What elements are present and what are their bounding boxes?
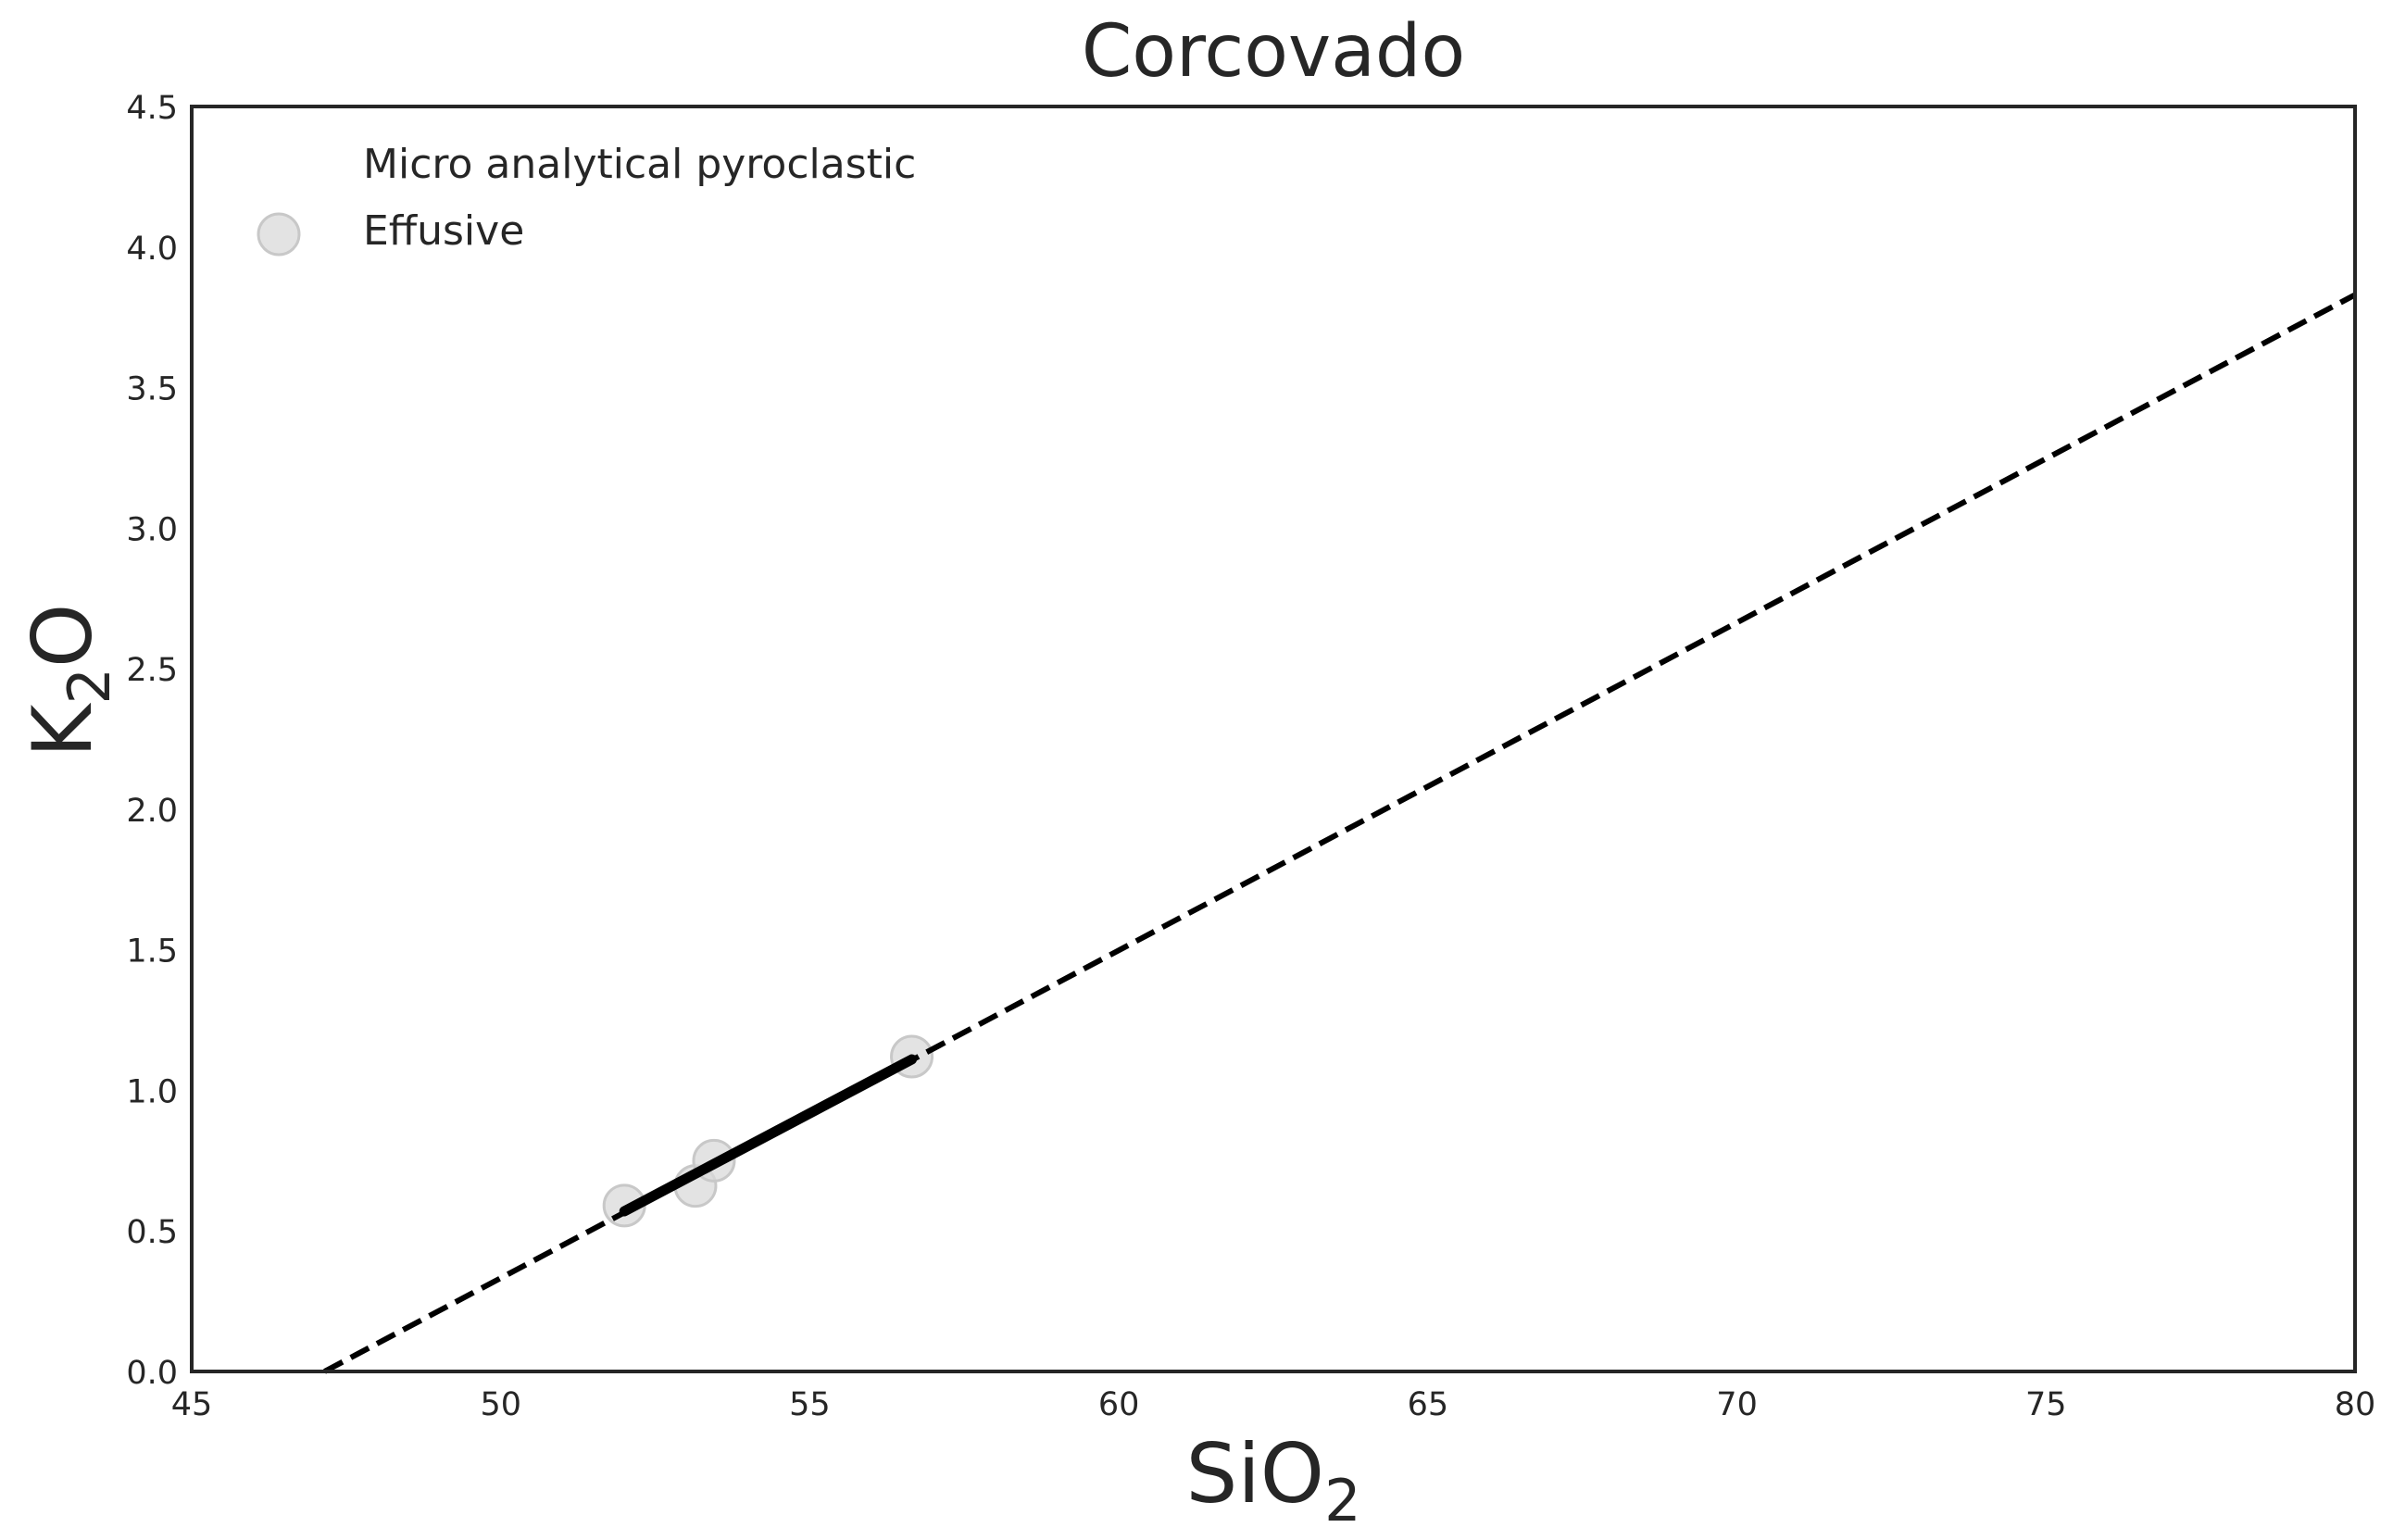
y-axis-label: K2O [15, 604, 123, 757]
y-tick-label: 0.0 [126, 1355, 178, 1392]
legend-marker-effusive [257, 212, 301, 257]
x-axis-label-main: SiO [1185, 1426, 1324, 1521]
y-tick-label: 2.5 [126, 652, 178, 689]
solid-fit-line [619, 1054, 918, 1217]
y-tick-label: 4.5 [126, 90, 178, 127]
x-tick-label: 60 [1098, 1386, 1140, 1423]
x-axis-label: SiO2 [1185, 1426, 1360, 1534]
legend: Micro analytical pyroclastic Effusive [257, 141, 916, 257]
y-tick-label: 1.0 [126, 1073, 178, 1110]
x-axis-label-subscript: 2 [1324, 1467, 1360, 1534]
y-axis-label-subscript: 2 [56, 668, 123, 704]
y-axis-ticks: 0.0 0.5 1.0 1.5 2.0 2.5 3.0 3.5 4.0 4.5 [126, 90, 178, 1392]
x-tick-label: 80 [2335, 1386, 2376, 1423]
y-axis-label-main: K [15, 702, 110, 757]
y-tick-label: 2.0 [126, 793, 178, 830]
y-tick-label: 4.0 [126, 231, 178, 268]
y-tick-label: 0.5 [126, 1214, 178, 1251]
x-tick-label: 70 [1716, 1386, 1758, 1423]
y-tick-label: 3.5 [126, 371, 178, 408]
x-tick-label: 75 [2025, 1386, 2067, 1423]
chart-title: Corcovado [1082, 10, 1465, 94]
plot-area [323, 292, 2357, 1374]
plot-frame [190, 105, 2357, 1373]
legend-label-effusive: Effusive [363, 207, 524, 255]
x-tick-label: 45 [171, 1386, 213, 1423]
y-tick-label: 1.5 [126, 933, 178, 970]
x-axis-ticks: 45 50 55 60 65 70 75 80 [171, 1386, 2376, 1423]
y-tick-label: 3.0 [126, 511, 178, 548]
x-tick-label: 55 [789, 1386, 831, 1423]
x-tick-label: 50 [480, 1386, 521, 1423]
dashed-trend-line [323, 292, 2357, 1374]
y-axis-label-suffix: O [15, 604, 110, 668]
legend-label-micro-analytical-pyroclastic: Micro analytical pyroclastic [363, 141, 916, 188]
x-tick-label: 65 [1408, 1386, 1449, 1423]
